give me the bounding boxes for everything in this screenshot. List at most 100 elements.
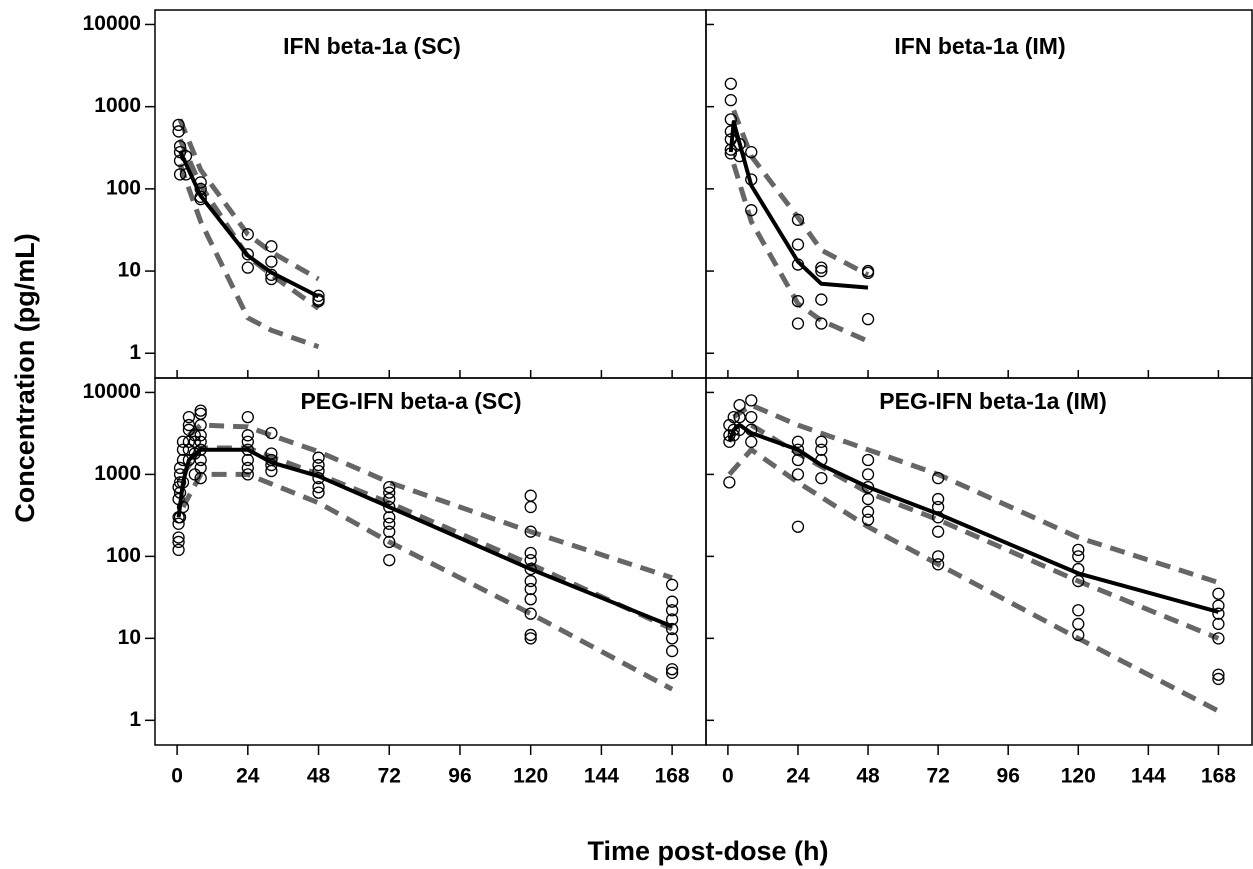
observation bbox=[194, 176, 207, 189]
percentile-line bbox=[187, 422, 673, 581]
observation bbox=[172, 517, 185, 530]
y-tick-label: 10000 bbox=[83, 12, 141, 35]
observation bbox=[815, 293, 828, 306]
observation bbox=[1212, 617, 1225, 631]
observation bbox=[265, 453, 278, 467]
observation bbox=[791, 295, 805, 308]
observation bbox=[745, 204, 758, 217]
panel-title: PEG-IFN beta-a (SC) bbox=[300, 388, 521, 414]
observation bbox=[791, 238, 805, 251]
observation bbox=[194, 404, 207, 417]
observation bbox=[265, 268, 278, 281]
observation bbox=[733, 423, 746, 436]
observation bbox=[791, 443, 805, 456]
median-line bbox=[727, 423, 1219, 614]
observation bbox=[194, 461, 207, 475]
observation bbox=[194, 435, 207, 448]
observation bbox=[791, 453, 805, 467]
y-tick-label: 1 bbox=[129, 341, 141, 364]
observation bbox=[815, 435, 828, 448]
x-tick-label: 0 bbox=[171, 765, 183, 788]
observation bbox=[194, 472, 207, 485]
x-tick-label: 120 bbox=[1061, 765, 1096, 788]
observation bbox=[665, 622, 679, 636]
percentile-line bbox=[177, 163, 320, 350]
observation bbox=[383, 480, 396, 494]
observation bbox=[265, 240, 278, 253]
observation bbox=[241, 435, 254, 448]
x-axis-label: Time post-dose (h) bbox=[587, 836, 828, 866]
x-tick-label: 48 bbox=[856, 765, 880, 788]
observation bbox=[524, 546, 537, 560]
observation bbox=[724, 147, 737, 160]
observation bbox=[861, 453, 875, 467]
observation bbox=[733, 410, 746, 424]
observation bbox=[815, 472, 828, 485]
observation bbox=[665, 595, 679, 608]
observation bbox=[791, 435, 805, 448]
observation bbox=[176, 476, 190, 489]
observation bbox=[861, 480, 875, 494]
y-tick-label: 1 bbox=[129, 708, 141, 731]
observation bbox=[312, 451, 325, 464]
percentile-line bbox=[180, 445, 674, 632]
observation bbox=[241, 261, 254, 274]
percentile-line bbox=[731, 109, 870, 278]
observation bbox=[665, 666, 679, 679]
observation bbox=[241, 443, 254, 456]
observation bbox=[745, 394, 758, 407]
observation bbox=[383, 500, 396, 514]
observation bbox=[1212, 587, 1225, 600]
x-tick-label: 96 bbox=[448, 765, 471, 788]
observation bbox=[931, 558, 945, 571]
observation bbox=[172, 125, 185, 138]
observation bbox=[172, 543, 185, 557]
y-tick-label: 10 bbox=[118, 626, 141, 649]
observation bbox=[931, 500, 945, 514]
y-tick-label: 1000 bbox=[94, 462, 141, 485]
observation bbox=[791, 258, 805, 271]
observation bbox=[745, 173, 758, 186]
x-tick-label: 120 bbox=[513, 765, 548, 788]
observation bbox=[524, 632, 537, 645]
observation bbox=[745, 410, 758, 424]
observation bbox=[312, 486, 325, 499]
observation bbox=[791, 213, 805, 226]
observation bbox=[173, 140, 187, 153]
observation bbox=[724, 113, 737, 126]
observation bbox=[815, 264, 828, 278]
observation bbox=[176, 500, 190, 514]
observation bbox=[861, 505, 875, 518]
observation bbox=[194, 182, 207, 196]
x-tick-label: 72 bbox=[926, 765, 949, 788]
x-tick-label: 0 bbox=[722, 765, 734, 788]
observation bbox=[241, 468, 254, 481]
observation bbox=[745, 423, 758, 436]
observation bbox=[791, 317, 805, 330]
panel-frame bbox=[705, 9, 1253, 379]
observation bbox=[1212, 672, 1225, 686]
y-axis-label: Concentration (pg/mL) bbox=[10, 233, 40, 522]
observation bbox=[524, 562, 537, 576]
observation bbox=[241, 453, 254, 467]
observation bbox=[861, 312, 875, 326]
observation bbox=[265, 426, 278, 440]
observation bbox=[524, 500, 537, 514]
observation bbox=[194, 443, 207, 456]
observation bbox=[665, 578, 679, 591]
observation bbox=[724, 77, 737, 90]
y-tick-label: 10000 bbox=[83, 380, 141, 403]
observation bbox=[194, 453, 207, 467]
observation bbox=[383, 492, 396, 506]
observation bbox=[241, 410, 254, 424]
observation bbox=[1072, 562, 1085, 576]
observation bbox=[173, 468, 187, 481]
median-line bbox=[178, 150, 320, 299]
observation bbox=[524, 593, 537, 606]
observation bbox=[383, 535, 396, 549]
observation bbox=[524, 489, 537, 502]
observation bbox=[665, 644, 679, 658]
observation bbox=[179, 168, 193, 181]
median-line bbox=[176, 447, 673, 629]
